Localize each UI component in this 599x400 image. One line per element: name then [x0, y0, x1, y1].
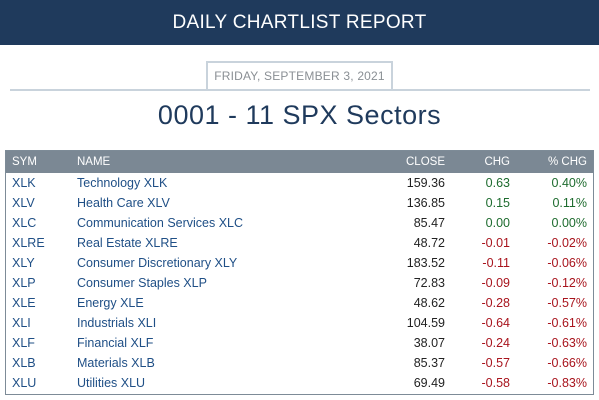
percent-change-value: -0.83% — [547, 376, 587, 390]
close-value: 183.52 — [406, 256, 445, 270]
percent-change-value: -0.12% — [547, 276, 587, 290]
symbol-link[interactable]: XLI — [12, 316, 31, 330]
sector-name-link[interactable]: Technology XLK — [77, 176, 168, 190]
column-header-pct-chg[interactable]: % CHG — [548, 156, 587, 168]
symbol-link[interactable]: XLU — [12, 376, 37, 390]
close-value: 38.07 — [413, 336, 445, 350]
close-value: 48.72 — [413, 236, 445, 250]
table-row[interactable]: XLK Technology XLK 159.36 0.63 0.40% — [6, 173, 593, 193]
date-divider — [10, 89, 590, 91]
report-date-box: FRIDAY, SEPTEMBER 3, 2021 — [206, 61, 393, 89]
table-row[interactable]: XLY Consumer Discretionary XLY 183.52 -0.11… — [6, 253, 593, 273]
sector-table: SYM NAME CLOSE CHG % CHG XLK Technology X… — [5, 150, 594, 395]
sector-name-link[interactable]: Utilities XLU — [77, 376, 146, 390]
close-value: 72.83 — [413, 276, 445, 290]
table-row[interactable]: XLP Consumer Staples XLP 72.83 -0.09 -0.12% — [6, 273, 593, 293]
percent-change-value: -0.06% — [547, 256, 587, 270]
change-value: 0.15 — [485, 196, 510, 210]
close-value: 104.59 — [406, 316, 445, 330]
report-banner: DAILY CHARTLIST REPORT — [0, 0, 599, 45]
table-row[interactable]: XLRE Real Estate XLRE 48.72 -0.01 -0.02% — [6, 233, 593, 253]
sector-name-link[interactable]: Real Estate XLRE — [77, 236, 178, 250]
table-header-row: SYM NAME CLOSE CHG % CHG — [6, 151, 593, 173]
sector-name-link[interactable]: Consumer Discretionary XLY — [77, 256, 238, 270]
close-value: 136.85 — [406, 196, 445, 210]
sector-name-link[interactable]: Health Care XLV — [77, 196, 170, 210]
symbol-link[interactable]: XLB — [12, 356, 36, 370]
table-row[interactable]: XLF Financial XLF 38.07 -0.24 -0.63% — [6, 333, 593, 353]
sector-name-link[interactable]: Energy XLE — [77, 296, 144, 310]
symbol-link[interactable]: XLC — [12, 216, 37, 230]
sector-name-link[interactable]: Consumer Staples XLP — [77, 276, 207, 290]
symbol-link[interactable]: XLK — [12, 176, 36, 190]
close-value: 69.49 — [413, 376, 445, 390]
sector-name-link[interactable]: Communication Services XLC — [77, 216, 244, 230]
sector-name-link[interactable]: Financial XLF — [77, 336, 154, 350]
sector-name-link[interactable]: Industrials XLI — [77, 316, 157, 330]
change-value: 0.00 — [485, 216, 510, 230]
column-header-name[interactable]: NAME — [77, 156, 111, 168]
change-value: -0.57 — [481, 356, 511, 370]
percent-change-value: -0.63% — [547, 336, 587, 350]
close-value: 85.37 — [413, 356, 445, 370]
table-body: XLK Technology XLK 159.36 0.63 0.40% XLV Healt… — [6, 173, 593, 393]
table-row[interactable]: XLC Communication Services XLC 85.47 0.00 0.… — [6, 213, 593, 233]
percent-change-value: -0.02% — [547, 236, 587, 250]
table-row[interactable]: XLB Materials XLB 85.37 -0.57 -0.66% — [6, 353, 593, 373]
percent-change-value: 0.40% — [551, 176, 587, 190]
table-row[interactable]: XLI Industrials XLI 104.59 -0.64 -0.61% — [6, 313, 593, 333]
change-value: -0.58 — [481, 376, 511, 390]
percent-change-value: 0.11% — [552, 196, 587, 210]
close-value: 48.62 — [413, 296, 445, 310]
symbol-link[interactable]: XLF — [12, 336, 35, 350]
change-value: -0.11 — [482, 256, 510, 270]
close-value: 85.47 — [413, 216, 445, 230]
column-header-close[interactable]: CLOSE — [406, 156, 445, 168]
change-value: -0.24 — [481, 336, 511, 350]
change-value: 0.63 — [485, 176, 510, 190]
table-row[interactable]: XLE Energy XLE 48.62 -0.28 -0.57% — [6, 293, 593, 313]
table-row[interactable]: XLU Utilities XLU 69.49 -0.58 -0.83% — [6, 373, 593, 393]
change-value: -0.01 — [481, 236, 511, 250]
close-value: 159.36 — [406, 176, 445, 190]
percent-change-value: -0.66% — [547, 356, 587, 370]
symbol-link[interactable]: XLRE — [12, 236, 45, 250]
sector-name-link[interactable]: Materials XLB — [77, 356, 155, 370]
symbol-link[interactable]: XLY — [12, 256, 35, 270]
column-header-chg[interactable]: CHG — [484, 156, 510, 168]
change-value: -0.09 — [481, 276, 511, 290]
column-header-sym[interactable]: SYM — [12, 156, 37, 168]
change-value: -0.64 — [481, 316, 511, 330]
banner-title: DAILY CHARTLIST REPORT — [172, 11, 427, 33]
symbol-link[interactable]: XLP — [12, 276, 36, 290]
chartlist-title: 0001 - 11 SPX Sectors — [157, 100, 442, 130]
report-date: FRIDAY, SEPTEMBER 3, 2021 — [214, 69, 385, 83]
symbol-link[interactable]: XLV — [12, 196, 35, 210]
table-row[interactable]: XLV Health Care XLV 136.85 0.15 0.11% — [6, 193, 593, 213]
change-value: -0.28 — [481, 296, 511, 310]
percent-change-value: -0.61% — [547, 316, 587, 330]
percent-change-value: 0.00% — [551, 216, 587, 230]
percent-change-value: -0.57% — [547, 296, 587, 310]
symbol-link[interactable]: XLE — [12, 296, 36, 310]
